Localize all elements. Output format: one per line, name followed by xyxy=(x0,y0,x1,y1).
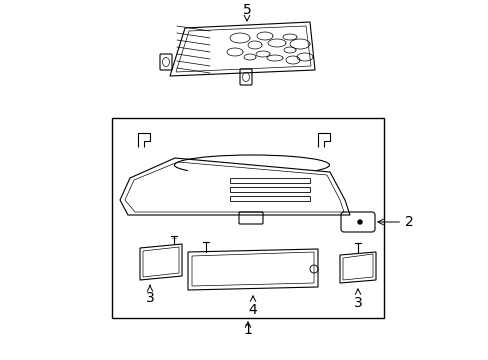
Bar xyxy=(229,196,309,201)
Text: 3: 3 xyxy=(353,289,362,310)
Bar xyxy=(112,118,383,318)
Text: 1: 1 xyxy=(243,323,252,337)
Bar xyxy=(229,187,309,192)
Text: 3: 3 xyxy=(145,285,154,305)
Text: 2: 2 xyxy=(377,215,413,229)
Bar xyxy=(229,178,309,183)
Circle shape xyxy=(357,220,361,224)
Text: 5: 5 xyxy=(242,3,251,21)
Text: 4: 4 xyxy=(248,296,257,317)
